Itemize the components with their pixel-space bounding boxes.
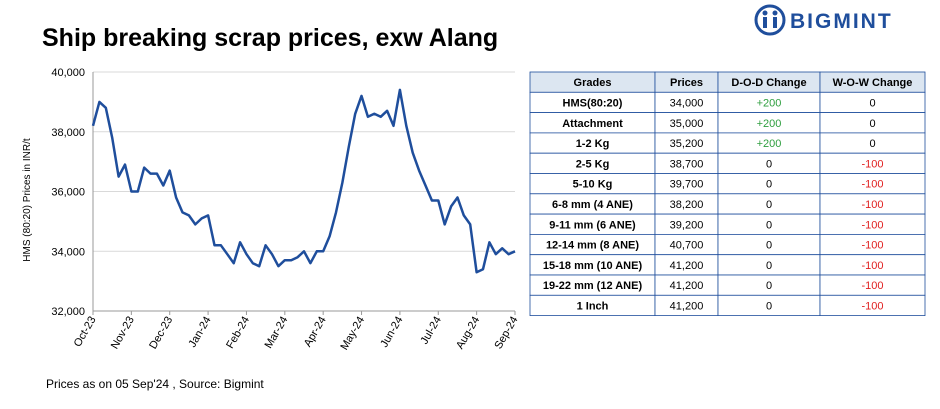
table-text: -100 xyxy=(861,300,883,312)
table-cell xyxy=(819,294,926,316)
table-header: Grades xyxy=(574,77,612,89)
table-text: 41,200 xyxy=(670,280,704,292)
table-text: 35,000 xyxy=(670,118,704,130)
y-tick-label: 38,000 xyxy=(51,127,85,139)
table-text: -100 xyxy=(861,260,883,272)
table-header: D-O-D Change xyxy=(731,77,806,89)
logo-icon xyxy=(754,4,786,36)
table-text: 0 xyxy=(766,240,772,252)
y-tick-label: 40,000 xyxy=(51,67,85,79)
x-tick-label: Jun-24 xyxy=(378,315,405,350)
x-tick-label: Jul-24 xyxy=(418,315,443,347)
table-text: 38,700 xyxy=(670,158,704,170)
table-text: -100 xyxy=(861,280,883,292)
table-text: 39,200 xyxy=(670,219,704,231)
x-tick-label: Oct-23 xyxy=(72,315,99,350)
table-text: 0 xyxy=(869,118,875,130)
table-text: 2-5 Kg xyxy=(576,158,610,170)
logo-text: BIGMINT xyxy=(790,10,893,33)
table-text: 0 xyxy=(766,280,772,292)
x-tick-label: Apr-24 xyxy=(302,315,329,350)
x-tick-label: Aug-24 xyxy=(454,315,482,352)
table-text: -100 xyxy=(861,158,883,170)
table-text: 0 xyxy=(766,179,772,191)
y-tick-label: 34,000 xyxy=(51,246,85,258)
price-line xyxy=(91,88,516,274)
x-tick-label: Jan-24 xyxy=(186,315,213,350)
table-text: 39,700 xyxy=(670,179,704,191)
y-axis-label: HMS (80:20) Prices in INR/t xyxy=(22,138,33,262)
table-text: 9-11 mm (6 ANE) xyxy=(549,219,636,231)
table-text: HMS(80:20) xyxy=(563,97,623,109)
table-text: 0 xyxy=(766,199,772,211)
x-tick-label: Dec-23 xyxy=(147,315,175,352)
footer: Prices as on 05 Sep'24 , Source: Bigmint xyxy=(46,377,264,391)
table-text: 35,200 xyxy=(670,138,704,150)
x-tick-label: May-24 xyxy=(338,315,367,353)
x-tick-label: Feb-24 xyxy=(224,315,252,351)
y-tick-label: 36,000 xyxy=(51,187,85,199)
table-text: 0 xyxy=(766,260,772,272)
table-text: -100 xyxy=(861,199,883,211)
table-text: 0 xyxy=(869,97,875,109)
table-text: +200 xyxy=(757,118,782,130)
table-text: Attachment xyxy=(562,118,623,130)
table-text: 6-8 mm (4 ANE) xyxy=(552,199,633,211)
table-text: 0 xyxy=(869,138,875,150)
table-text: 0 xyxy=(766,300,772,312)
table-text: 34,000 xyxy=(670,97,704,109)
y-tick-label: 32,000 xyxy=(51,306,85,318)
table-text: 5-10 Kg xyxy=(573,179,613,191)
table-text: 0 xyxy=(766,158,772,170)
table-text: -100 xyxy=(861,240,883,252)
table-header: Prices xyxy=(670,77,703,89)
table-header: W-O-W Change xyxy=(833,77,913,89)
x-tick-label: Mar-24 xyxy=(263,315,291,351)
table-text: 38,200 xyxy=(670,199,704,211)
table-text: 19-22 mm (12 ANE) xyxy=(543,280,643,292)
x-tick-label: Nov-23 xyxy=(109,315,137,352)
table-text: 12-14 mm (8 ANE) xyxy=(546,240,639,252)
table-text: 1 Inch xyxy=(577,300,609,312)
table-text: 0 xyxy=(766,219,772,231)
x-tick-label: Sep-24 xyxy=(492,315,520,352)
table-text: 40,700 xyxy=(670,240,704,252)
table-text: 1-2 Kg xyxy=(576,138,610,150)
table-text: 15-18 mm (10 ANE) xyxy=(543,260,643,272)
table-text: 41,200 xyxy=(670,260,704,272)
table-text: 41,200 xyxy=(670,300,704,312)
table-text: -100 xyxy=(861,179,883,191)
table-text: +200 xyxy=(757,97,782,109)
table-text: +200 xyxy=(757,138,782,150)
table-text: -100 xyxy=(861,219,883,231)
page-title: Ship breaking scrap prices, exw Alang xyxy=(42,24,498,52)
